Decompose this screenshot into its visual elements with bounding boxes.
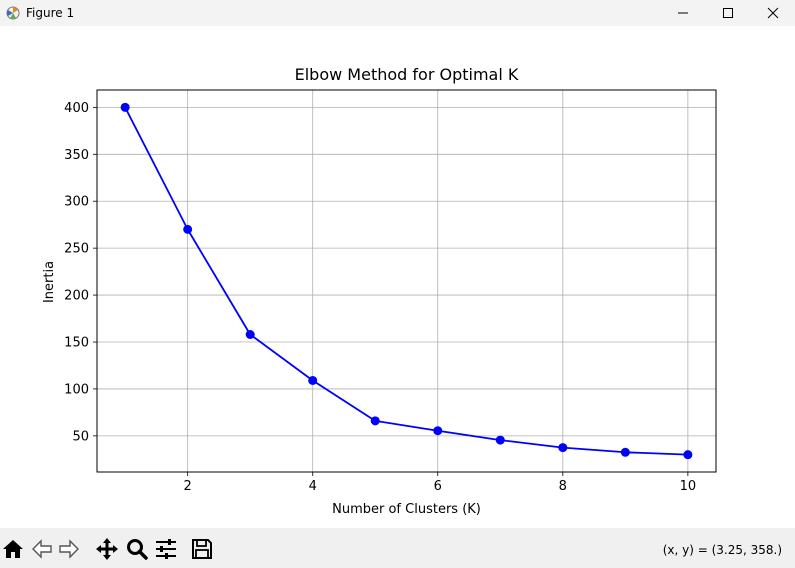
data-point [495, 435, 505, 445]
x-tick-label: 8 [559, 479, 567, 494]
x-tick-label: 2 [184, 479, 192, 494]
data-point [620, 447, 630, 457]
y-tick-label: 400 [64, 101, 89, 116]
figure-canvas[interactable]: Elbow Method for Optimal K 50 100 150 200 25… [0, 26, 795, 528]
matplotlib-app-icon [6, 6, 20, 20]
back-button[interactable] [30, 537, 54, 561]
forward-button[interactable] [57, 537, 81, 561]
y-tick-label: 100 [64, 382, 89, 397]
x-axis-label: Number of Clusters (K) [332, 502, 481, 517]
y-tick-label: 250 [64, 242, 89, 257]
y-tick-label: 200 [64, 289, 89, 304]
back-icon [32, 539, 52, 559]
window-title: Figure 1 [26, 6, 75, 20]
y-axis-label: Inertia [42, 261, 57, 303]
data-point [370, 416, 380, 426]
data-point [183, 224, 193, 234]
data-point [120, 102, 130, 112]
x-axis-ticks: 2 4 6 8 10 [184, 472, 697, 494]
data-point [683, 450, 693, 460]
x-tick-label: 4 [309, 479, 317, 494]
series-line [124, 106, 688, 456]
minimize-button[interactable] [660, 0, 706, 26]
x-tick-label: 6 [434, 479, 442, 494]
maximize-button[interactable] [705, 0, 751, 26]
home-icon [3, 540, 23, 558]
forward-icon [59, 539, 79, 559]
close-button[interactable] [750, 0, 795, 26]
title-bar: Figure 1 [0, 0, 795, 26]
data-series [120, 102, 693, 460]
cursor-coordinates: (x, y) = (3.25, 358.) [662, 543, 782, 557]
grid-lines [97, 90, 716, 472]
configure-icon [156, 539, 176, 559]
y-tick-label: 50 [72, 429, 89, 444]
close-icon [767, 7, 779, 19]
pan-icon [96, 538, 118, 560]
y-tick-label: 350 [64, 148, 89, 163]
data-point [308, 375, 318, 385]
pan-button[interactable] [95, 537, 119, 561]
axes-frame [96, 89, 717, 473]
navigation-toolbar: (x, y) = (3.25, 358.) [0, 528, 795, 568]
data-point [558, 443, 568, 453]
save-button[interactable] [190, 537, 214, 561]
y-axis-ticks: 50 100 150 200 250 300 350 400 [64, 101, 97, 444]
y-tick-label: 300 [64, 195, 89, 210]
home-button[interactable] [1, 537, 25, 561]
zoom-button[interactable] [125, 537, 149, 561]
chart-title: Elbow Method for Optimal K [295, 65, 519, 84]
minimize-icon [678, 12, 688, 14]
save-icon [192, 539, 212, 559]
zoom-icon [127, 539, 148, 560]
maximize-icon [723, 8, 733, 18]
x-tick-label: 10 [680, 479, 697, 494]
data-point [245, 329, 255, 339]
y-tick-label: 150 [64, 336, 89, 351]
chart: Elbow Method for Optimal K 5010015020025… [42, 65, 717, 517]
data-point [433, 426, 443, 436]
configure-subplots-button[interactable] [154, 537, 178, 561]
